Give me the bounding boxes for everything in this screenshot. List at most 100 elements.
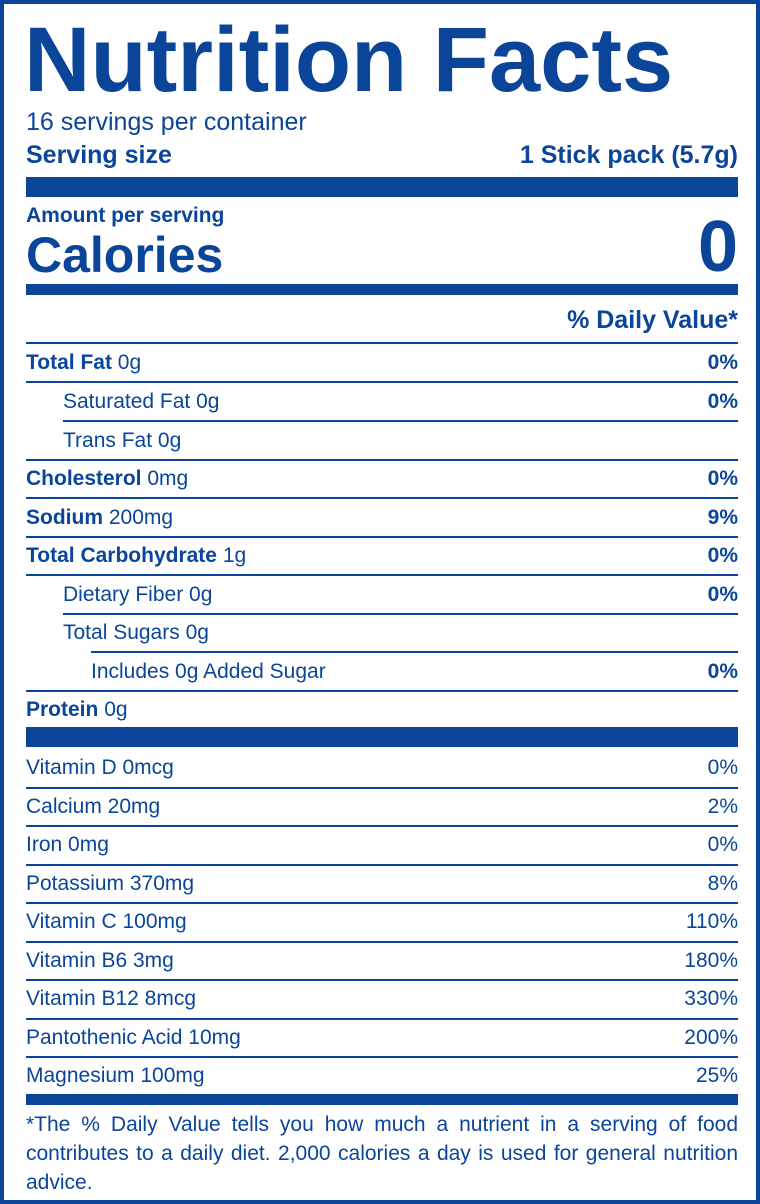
vitamin-row: Potassium 370mg 8%: [26, 865, 738, 903]
nutrient-name: Sodium: [26, 506, 103, 529]
nutrient-label: Cholesterol 0mg: [26, 460, 188, 498]
nutrient-daily-value: 9%: [707, 506, 738, 529]
footnote: *The % Daily Value tells you how much a …: [26, 1113, 738, 1194]
nutrient-label: Saturated Fat 0g: [63, 383, 219, 421]
vitamin-label: Vitamin B6 3mg: [26, 949, 174, 972]
nutrient-amount: 0g: [117, 351, 142, 374]
nutrient-row: Includes 0g Added Sugar 0%: [26, 653, 738, 691]
nutrient-row: Protein 0g: [26, 691, 738, 729]
nutrient-daily-value: 0%: [707, 390, 738, 413]
vitamin-label: Vitamin D 0mcg: [26, 756, 174, 779]
nutrient-row: Trans Fat 0g: [26, 422, 738, 460]
row-divider: [26, 497, 738, 499]
nutrient-amount: 0g: [189, 583, 213, 606]
nutrient-row: Total Carbohydrate 1g 0%: [26, 537, 738, 575]
row-divider: [26, 342, 738, 344]
nutrient-label: Total Sugars 0g: [63, 614, 209, 652]
nutrient-name: Trans Fat: [63, 429, 153, 452]
nutrient-name: Total Carbohydrate: [26, 544, 217, 567]
row-divider: [26, 979, 738, 981]
row-divider: [26, 1056, 738, 1058]
nutrient-amount: 0mg: [147, 467, 189, 490]
row-divider: [26, 1018, 738, 1020]
row-divider: [26, 825, 738, 827]
daily-value-header: % Daily Value*: [567, 306, 738, 334]
nutrient-label: Includes 0g Added Sugar: [91, 653, 326, 691]
nutrient-label: Protein 0g: [26, 691, 128, 729]
nutrient-label: Dietary Fiber 0g: [63, 576, 212, 614]
vitamin-label: Magnesium 100mg: [26, 1064, 205, 1087]
nutrient-name: Dietary Fiber: [63, 583, 184, 606]
row-divider: [26, 864, 738, 866]
row-divider: [63, 420, 738, 422]
vitamin-row: Calcium 20mg 2%: [26, 788, 738, 826]
row-divider: [91, 651, 738, 653]
nutrient-label: Total Fat 0g: [26, 344, 141, 382]
vitamin-row: Pantothenic Acid 10mg 200%: [26, 1019, 738, 1057]
serving-size-value: 1 Stick pack (5.7g): [519, 141, 738, 169]
thick-divider: [26, 177, 738, 197]
nutrient-row: Dietary Fiber 0g 0%: [26, 576, 738, 614]
nutrient-daily-value: 0%: [707, 351, 738, 374]
nutrient-daily-value: 0%: [707, 467, 738, 490]
row-divider: [63, 613, 738, 615]
vitamin-daily-value: 200%: [684, 1026, 738, 1049]
vitamin-daily-value: 0%: [707, 756, 738, 779]
nutrient-amount: 0g: [185, 621, 209, 644]
row-divider: [26, 574, 738, 576]
nutrient-row: Cholesterol 0mg 0%: [26, 460, 738, 498]
vitamin-daily-value: 0%: [707, 833, 738, 856]
nutrient-name: Protein: [26, 698, 99, 721]
serving-size-label: Serving size: [26, 141, 172, 169]
vitamin-row: Vitamin B6 3mg 180%: [26, 942, 738, 980]
nutrient-label: Sodium 200mg: [26, 499, 173, 537]
medium-divider: [26, 284, 738, 295]
row-divider: [26, 459, 738, 461]
calories-value: 0: [697, 207, 738, 287]
nutrient-amount: 200mg: [108, 506, 174, 529]
amount-per-serving: Amount per serving: [26, 204, 225, 227]
vitamin-row: Vitamin C 100mg 110%: [26, 903, 738, 941]
row-divider: [26, 941, 738, 943]
nutrient-name: Includes 0g Added Sugar: [91, 660, 326, 683]
vitamin-daily-value: 180%: [684, 949, 738, 972]
calories-label: Calories: [26, 227, 224, 283]
vitamin-daily-value: 330%: [684, 987, 738, 1010]
nutrient-amount: 0g: [196, 390, 220, 413]
nutrient-name: Saturated Fat: [63, 390, 191, 413]
serving-size: Serving size 1 Stick pack (5.7g): [26, 140, 738, 170]
nutrient-row: Saturated Fat 0g 0%: [26, 383, 738, 421]
vitamin-daily-value: 25%: [695, 1064, 738, 1087]
vitamin-label: Vitamin B12 8mcg: [26, 987, 197, 1010]
nutrient-label: Trans Fat 0g: [63, 422, 181, 460]
nutrient-label: Total Carbohydrate 1g: [26, 537, 246, 575]
vitamin-label: Pantothenic Acid 10mg: [26, 1026, 241, 1049]
nutrient-amount: 1g: [222, 544, 247, 567]
vitamin-daily-value: 8%: [707, 872, 738, 895]
nutrient-row: Total Sugars 0g: [26, 614, 738, 652]
nutrient-row: Sodium 200mg 9%: [26, 499, 738, 537]
nutrient-amount: 0g: [157, 429, 182, 452]
vitamin-label: Vitamin C 100mg: [26, 910, 187, 933]
row-divider: [26, 690, 738, 692]
medium-divider: [26, 1094, 738, 1105]
nutrient-name: Cholesterol: [26, 467, 142, 490]
label-content: Nutrition Facts 16 servings per containe…: [24, 4, 738, 1200]
nutrient-daily-value: 0%: [707, 660, 738, 683]
row-divider: [26, 787, 738, 789]
vitamin-label: Potassium 370mg: [26, 872, 195, 895]
nutrient-daily-value: 0%: [707, 583, 738, 606]
vitamin-label: Iron 0mg: [26, 833, 109, 856]
vitamin-daily-value: 2%: [707, 795, 738, 818]
thick-divider: [26, 727, 738, 747]
vitamin-daily-value: 110%: [685, 910, 738, 933]
vitamin-label: Calcium 20mg: [26, 795, 161, 818]
vitamin-row: Magnesium 100mg 25%: [26, 1057, 738, 1095]
nutrient-row: Total Fat 0g 0%: [26, 344, 738, 382]
nutrient-daily-value: 0%: [707, 544, 738, 567]
nutrient-amount: 0g: [104, 698, 128, 721]
nutrient-name: Total Sugars: [63, 621, 180, 644]
vitamin-row: Iron 0mg 0%: [26, 826, 738, 864]
servings-per-container: 16 servings per container: [26, 108, 307, 136]
nutrient-name: Total Fat: [26, 351, 112, 374]
